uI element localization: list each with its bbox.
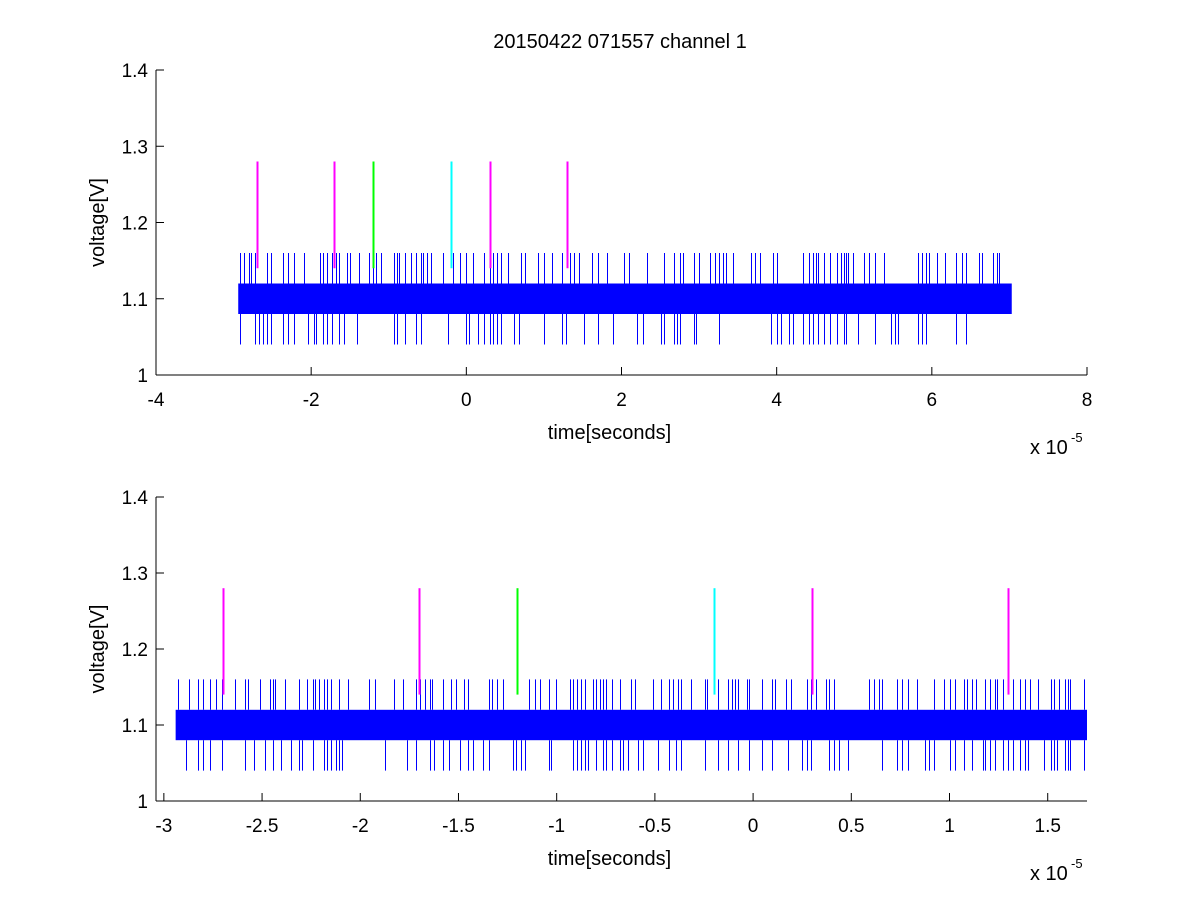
x-multiplier-exponent: -5 xyxy=(1071,430,1083,445)
x-tick-label: -2.5 xyxy=(246,816,279,837)
y-axis-label: voltage[V] xyxy=(87,178,109,267)
x-tick-label: -0.5 xyxy=(639,816,672,837)
signal-series xyxy=(238,253,1012,345)
y-tick-label: 1.1 xyxy=(122,290,148,311)
x-tick-label: 2 xyxy=(616,390,627,411)
y-tick-label: 1.3 xyxy=(122,564,148,585)
signal-spikes xyxy=(178,679,1085,771)
y-tick-label: 1.2 xyxy=(122,640,148,661)
x-tick-label: -3 xyxy=(155,816,172,837)
bottom-plot: 1 1.1 1.2 1.3 1.4 -3 -2.5 -2 -1.5 -1 -0.5 0 0.5 1 1.5 t… xyxy=(87,488,1087,885)
x-axis-label: time[seconds] xyxy=(548,848,671,870)
x-tick-label: 0 xyxy=(461,390,472,411)
figure-title: 20150422 071557 channel 1 xyxy=(493,31,747,53)
signal-series xyxy=(175,679,1087,771)
y-tick-label: 1 xyxy=(137,366,148,387)
x-tick-label: 1.5 xyxy=(1035,816,1061,837)
y-tick-label: 1.4 xyxy=(122,488,149,509)
x-tick-label: 4 xyxy=(771,390,782,411)
y-tick-label: 1.1 xyxy=(122,716,148,737)
x-multiplier-label: x 10 xyxy=(1030,437,1068,459)
y-tick-label: 1.2 xyxy=(122,214,148,235)
x-tick-label: -1.5 xyxy=(442,816,475,837)
x-tick-label: -4 xyxy=(148,390,165,411)
x-tick-label: 0 xyxy=(748,816,759,837)
y-tick-label: 1.3 xyxy=(122,137,148,158)
y-tick-label: 1 xyxy=(137,792,148,813)
x-tick-label: -2 xyxy=(352,816,369,837)
y-axis-label: voltage[V] xyxy=(87,605,109,694)
x-axis-label: time[seconds] xyxy=(548,422,671,444)
x-tick-label: 0.5 xyxy=(838,816,864,837)
signal-spikes xyxy=(240,253,1000,345)
x-tick-label: 8 xyxy=(1082,390,1093,411)
x-multiplier-exponent: -5 xyxy=(1071,856,1083,871)
x-tick-label: 1 xyxy=(944,816,955,837)
x-tick-label: -2 xyxy=(303,390,320,411)
x-multiplier-label: x 10 xyxy=(1030,863,1068,885)
x-tick-label: -1 xyxy=(548,816,565,837)
y-tick-label: 1.4 xyxy=(122,61,149,82)
top-plot: 1 1.1 1.2 1.3 1.4 -4 -2 0 2 4 6 8 time[seconds] volta… xyxy=(87,61,1092,459)
x-tick-label: 6 xyxy=(927,390,938,411)
signal-band xyxy=(175,709,1087,741)
signal-band xyxy=(238,283,1012,314)
